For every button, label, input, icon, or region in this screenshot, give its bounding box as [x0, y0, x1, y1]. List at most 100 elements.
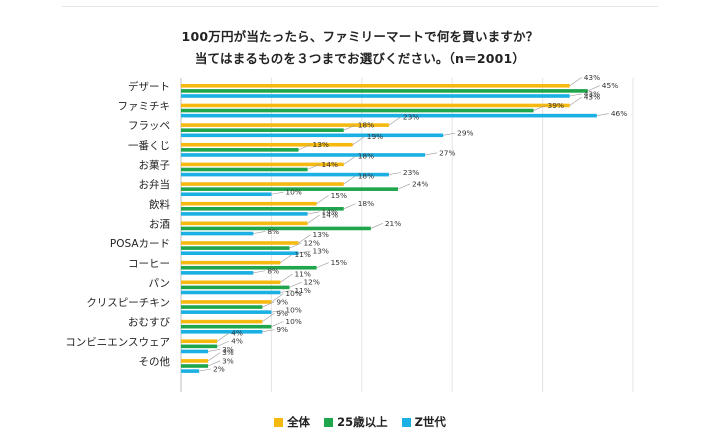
data-label: 9% — [276, 325, 288, 334]
leader-line — [343, 155, 356, 165]
category-label: お菓子 — [139, 160, 171, 172]
top-divider — [62, 6, 658, 7]
bar — [181, 192, 272, 197]
leader-line — [280, 290, 293, 293]
data-label: 10% — [285, 306, 301, 315]
data-label: 15% — [331, 258, 347, 267]
bar — [181, 319, 263, 324]
bar — [181, 280, 281, 285]
leader-line — [569, 77, 582, 87]
legend-label-all: 全体 — [287, 415, 311, 429]
category-label: デザート — [128, 80, 170, 93]
bar — [181, 142, 353, 147]
bar — [181, 310, 272, 314]
data-label: 10% — [285, 188, 301, 197]
bar — [181, 285, 290, 290]
data-label: 13% — [313, 247, 329, 256]
data-label: 11% — [294, 286, 310, 295]
category-label: パン — [148, 277, 170, 289]
data-label: 13% — [313, 230, 329, 239]
leader-line — [397, 183, 411, 190]
bar — [181, 84, 570, 88]
leader-line — [216, 332, 230, 342]
data-label: 24% — [412, 179, 428, 188]
data-label: 23% — [403, 112, 419, 121]
category-label: 一番くじ — [128, 140, 170, 152]
bar — [181, 265, 317, 270]
bar — [181, 148, 299, 152]
bar — [181, 167, 308, 172]
legend-label-25plus: 25歳以上 — [337, 415, 388, 429]
leader-line — [208, 349, 221, 352]
leader-line — [271, 321, 284, 327]
leader-line — [388, 172, 401, 175]
bar — [181, 344, 218, 349]
bar — [181, 212, 308, 216]
category-label: ファミチキ — [118, 101, 171, 113]
data-label: 18% — [358, 152, 374, 161]
data-label: 3% — [222, 348, 234, 357]
data-label: 21% — [385, 219, 401, 228]
data-label: 11% — [294, 250, 310, 259]
leader-line — [271, 309, 284, 313]
leader-line — [370, 222, 383, 229]
leader-line — [569, 93, 582, 97]
leader-line — [289, 281, 302, 288]
bar — [181, 290, 281, 295]
data-label: 18% — [358, 199, 374, 208]
leader-line — [316, 262, 329, 269]
leader-line — [253, 270, 266, 274]
leader-line — [307, 164, 320, 170]
leader-line — [307, 214, 320, 224]
data-label: 39% — [548, 101, 564, 110]
data-label: 9% — [276, 297, 288, 306]
bar — [181, 221, 308, 226]
category-label: おむすび — [128, 317, 170, 329]
bar — [181, 271, 254, 275]
bar — [181, 246, 290, 250]
bar — [181, 94, 570, 98]
leader-line — [262, 329, 275, 333]
data-label: 29% — [457, 129, 473, 138]
bar — [181, 260, 281, 265]
data-label: 12% — [303, 278, 319, 287]
leader-line — [280, 273, 293, 283]
leader-line — [271, 191, 284, 195]
leader-line — [352, 136, 365, 145]
category-label: 飲料 — [149, 198, 170, 211]
data-label: 3% — [222, 345, 234, 354]
leader-line — [280, 254, 293, 263]
category-label: コンビニエンスウェア — [65, 336, 170, 348]
bar — [181, 324, 272, 329]
bar — [181, 241, 299, 245]
data-label: 3% — [222, 356, 234, 365]
data-label: 18% — [358, 121, 374, 130]
legend-swatch-genz — [401, 417, 411, 427]
bar — [181, 162, 344, 167]
data-label: 8% — [267, 227, 279, 236]
bar — [181, 187, 398, 191]
leader-line — [262, 313, 275, 322]
bar — [181, 113, 597, 118]
data-label: 14% — [322, 207, 338, 216]
leader-line — [388, 116, 402, 126]
legend-swatch-25plus — [324, 417, 334, 427]
data-label: 14% — [322, 211, 338, 220]
data-label: 13% — [313, 140, 329, 149]
bar — [181, 349, 209, 354]
leader-line — [289, 242, 302, 249]
data-label: 10% — [285, 289, 301, 298]
bar — [181, 133, 444, 138]
chart-title-line2: 当てはまるものを３つまでお選びください。（n＝2001） — [194, 51, 526, 66]
bar — [181, 153, 426, 157]
data-label: 46% — [611, 109, 627, 118]
data-label: 2% — [213, 365, 225, 374]
legend-item-25plus: 25歳以上 — [324, 414, 388, 430]
leader-line — [569, 96, 582, 106]
data-label: 43% — [584, 93, 600, 102]
category-label: お弁当 — [139, 178, 171, 191]
bar — [181, 108, 534, 113]
bar — [181, 369, 200, 373]
leader-line — [217, 340, 230, 347]
